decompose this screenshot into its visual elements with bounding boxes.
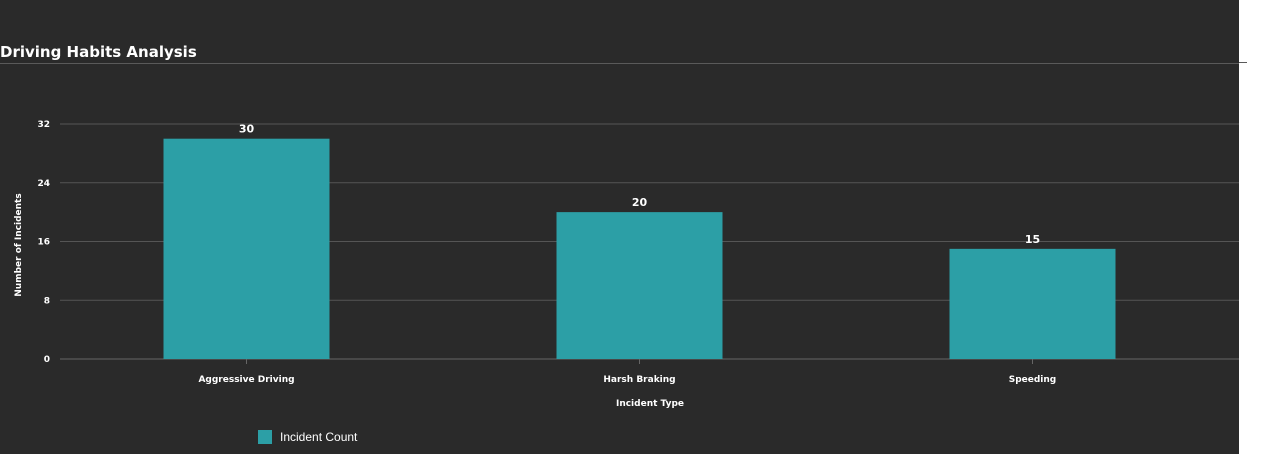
x-axis-label: Incident Type — [616, 399, 684, 409]
chart-panel: Driving Habits Analysis 30 20 15 0 8 16 24 32 … — [0, 0, 1239, 454]
y-tick-label: 24 — [37, 179, 50, 189]
bar — [949, 248, 1116, 359]
data-label: 20 — [632, 196, 648, 209]
edge-rule — [1239, 62, 1247, 63]
y-tick-label: 8 — [44, 296, 50, 306]
x-tick-label: Harsh Braking — [603, 375, 675, 385]
y-axis-label: Number of Incidents — [14, 193, 24, 296]
title-divider — [0, 63, 1239, 64]
y-tick-label: 0 — [44, 355, 50, 365]
bar — [556, 212, 723, 359]
bar-chart: 30 20 15 0 8 16 24 32 Aggressive Driving Harsh … — [14, 120, 1239, 409]
data-label: 15 — [1025, 233, 1040, 246]
bars: 30 20 15 — [163, 123, 1116, 359]
legend[interactable]: Incident Count — [258, 430, 357, 444]
y-tick-label: 32 — [37, 120, 50, 130]
legend-swatch — [258, 430, 272, 444]
data-label: 30 — [239, 123, 255, 136]
y-axis-ticks: 0 8 16 24 32 — [37, 120, 50, 365]
legend-label: Incident Count — [280, 430, 358, 444]
x-tick-label: Speeding — [1009, 375, 1057, 385]
bar — [163, 138, 330, 359]
x-tick-label: Aggressive Driving — [198, 375, 294, 385]
x-axis-ticks: Aggressive Driving Harsh Braking Speeding — [198, 359, 1056, 385]
chart-title: Driving Habits Analysis — [0, 43, 197, 61]
y-tick-label: 16 — [37, 238, 50, 248]
